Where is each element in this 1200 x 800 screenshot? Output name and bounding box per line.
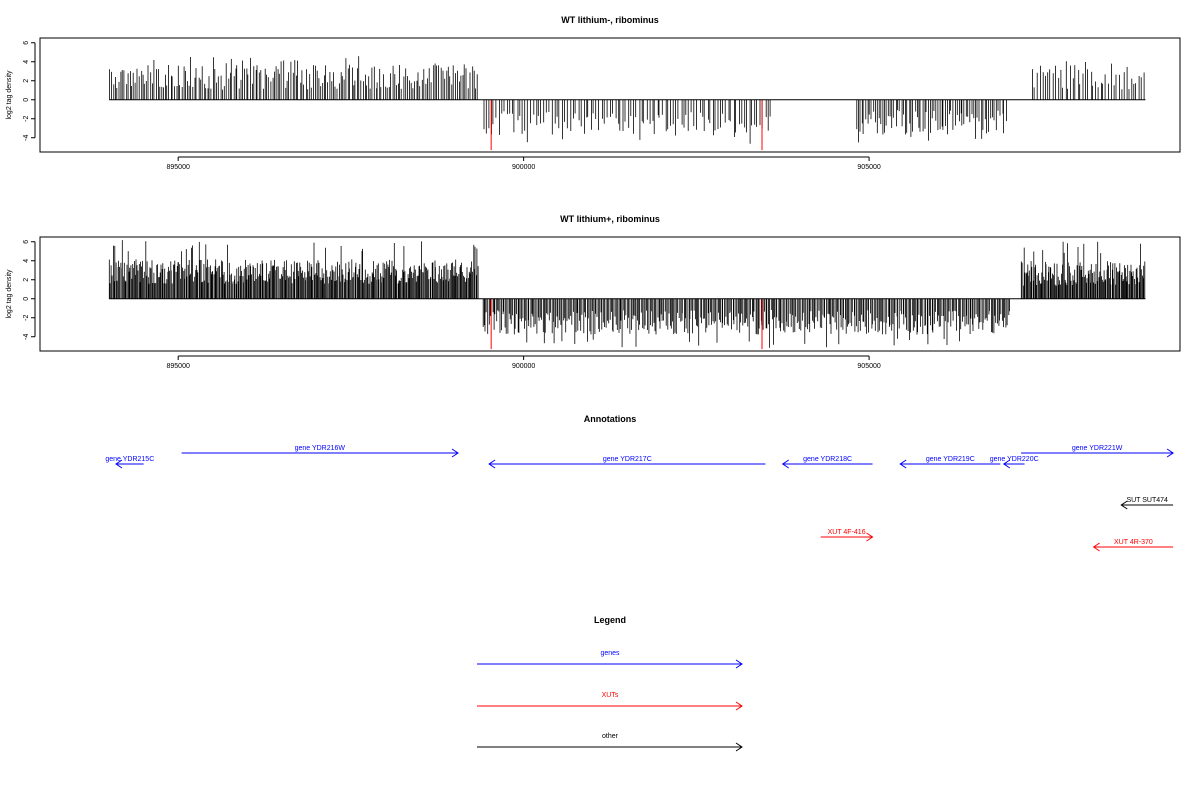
annotation-arrow-head <box>1120 500 1128 510</box>
annotation-arrow-head <box>899 459 907 469</box>
panel-lithium-plus: WT lithium+, ribominus log2 tag density … <box>6 214 1181 370</box>
annotation-arrow-head <box>866 532 874 542</box>
legend: Legend genes XUTs other <box>477 615 743 752</box>
x-tick-label: 895000 <box>167 363 190 370</box>
annotation-label: gene YDR217C <box>603 456 652 463</box>
bar-layer <box>109 56 1145 151</box>
x-tick-label: 900000 <box>512 164 535 171</box>
y-axis: 6 4 2 0 -2 -4 <box>23 240 36 340</box>
y-tick-label: 0 <box>23 297 30 301</box>
annotations-title: Annotations <box>584 414 637 424</box>
annotation-label: XUT 4R-370 <box>1114 539 1153 546</box>
legend-label: other <box>602 733 619 740</box>
annotation-arrow-head <box>1092 542 1100 552</box>
plot-frame <box>39 37 1181 153</box>
panel-title: WT lithium-, ribominus <box>561 15 659 25</box>
y-axis: 6 4 2 0 -2 -4 <box>23 41 36 141</box>
plot-frame <box>39 236 1181 352</box>
bar-layer <box>108 240 1146 350</box>
legend-arrow-head <box>735 659 743 669</box>
legend-label: genes <box>600 650 620 657</box>
x-tick-label: 895000 <box>167 164 190 171</box>
y-tick-label: 2 <box>23 79 30 83</box>
x-tick-label: 905000 <box>857 164 880 171</box>
y-tick-label: -4 <box>23 135 30 141</box>
annotation-label: gene YDR220C <box>990 456 1039 463</box>
y-tick-label: 4 <box>23 259 30 263</box>
panel-title: WT lithium+, ribominus <box>560 214 660 224</box>
annotation-label: gene YDR218C <box>803 456 852 463</box>
x-tick-label: 900000 <box>512 363 535 370</box>
legend-title: Legend <box>594 615 626 625</box>
annotation-label: gene YDR216W <box>295 445 346 452</box>
panel-lithium-minus: WT lithium-, ribominus log2 tag density … <box>6 15 1181 171</box>
legend-entries: genes XUTs other <box>477 650 743 752</box>
x-axis: 895000 900000 905000 <box>167 156 881 171</box>
y-axis-label: log2 tag density <box>6 269 13 319</box>
y-tick-label: 4 <box>23 60 30 64</box>
legend-label: XUTs <box>602 692 619 699</box>
y-tick-label: 6 <box>23 41 30 45</box>
annotation-arrow-head <box>1166 448 1174 458</box>
y-tick-label: 0 <box>23 98 30 102</box>
legend-arrow-head <box>735 701 743 711</box>
annotation-items: gene YDR215C gene YDR216W gene YDR217C gene… <box>105 445 1174 552</box>
annotation-arrow-head <box>1002 459 1011 469</box>
annotation-arrow-head <box>488 459 496 469</box>
y-axis-label: log2 tag density <box>6 70 13 120</box>
y-tick-label: -4 <box>23 334 30 340</box>
y-tick-label: 6 <box>23 240 30 244</box>
y-tick-label: -2 <box>23 116 30 122</box>
annotation-arrow-head <box>451 448 459 458</box>
annotation-label: SUT SUT474 <box>1126 497 1168 504</box>
legend-arrow-head <box>735 742 743 752</box>
annotation-label: gene YDR221W <box>1072 445 1123 452</box>
annotation-label: gene YDR219C <box>926 456 975 463</box>
annotation-label: gene YDR215C <box>105 456 154 463</box>
annotation-arrow-head <box>781 459 790 469</box>
annotation-label: XUT 4F-416 <box>828 529 866 536</box>
y-tick-label: -2 <box>23 315 30 321</box>
x-axis: 895000 900000 905000 <box>167 355 881 370</box>
annotation-arrow-head <box>115 459 123 469</box>
y-tick-label: 2 <box>23 278 30 282</box>
x-tick-label: 905000 <box>857 363 880 370</box>
